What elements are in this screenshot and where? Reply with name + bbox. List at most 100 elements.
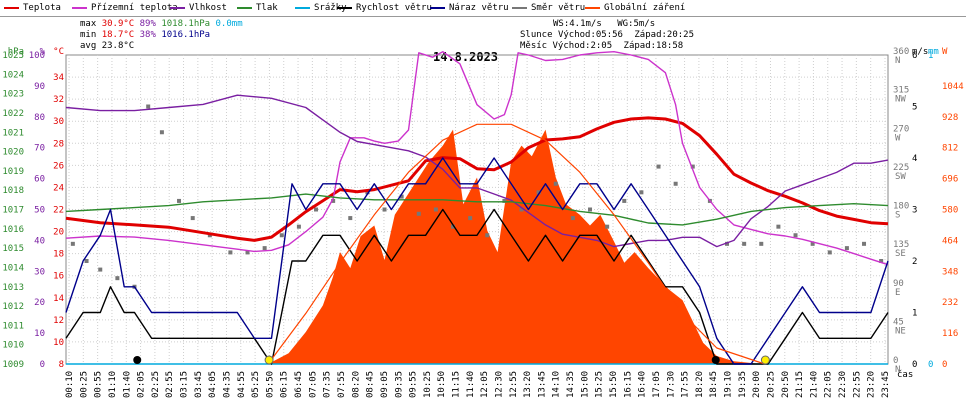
stat-sun-label: Slunce <box>520 30 553 40</box>
x-tick-label: 08:45 <box>366 371 376 398</box>
press-axis-tick: 1015 <box>2 244 24 254</box>
rad-axis-tick: 1044 <box>942 82 964 92</box>
dir-axis-tick: 90 <box>893 279 904 289</box>
legend-label: Přízemní teplota <box>91 3 178 13</box>
legend-swatch <box>4 6 19 9</box>
stat-sun-row: Slunce Východ:05:56 Západ:20:25 <box>520 30 694 40</box>
wind-direction-point <box>416 211 421 216</box>
x-tick-label: 10:25 <box>423 371 433 398</box>
x-tick-label: 23:45 <box>881 371 891 398</box>
stat-max-press: 1018.1hPa <box>161 19 211 29</box>
x-tick-label: 07:05 <box>308 371 318 398</box>
legend-item-rychlost-vetru: Rychlost větru <box>337 3 432 13</box>
x-tick-label: 12:05 <box>480 371 490 398</box>
press-axis-tick: 1018 <box>2 186 24 196</box>
x-tick-label: 22:30 <box>838 371 848 398</box>
wind-direction-point <box>177 198 182 203</box>
wind-direction-point <box>314 207 319 212</box>
wind-direction-point <box>776 224 781 229</box>
wind-direction-point <box>279 233 284 238</box>
legend-item-teplota: Teplota <box>4 3 61 13</box>
press-axis-tick: 1025 <box>2 51 24 61</box>
wind-direction-point <box>519 207 524 212</box>
temp-axis-tick: 8 <box>59 360 64 370</box>
dir-axis-tick-cardinal: NE <box>895 326 906 336</box>
press-axis-tick: 1019 <box>2 167 24 177</box>
legend-label: Vlhkost <box>189 3 227 13</box>
stat-max-hum: 89% <box>139 19 156 29</box>
press-axis-tick: 1024 <box>2 70 24 80</box>
rad-axis-tick: 812 <box>942 144 958 154</box>
wind-direction-point <box>793 233 798 238</box>
x-tick-label: 15:50 <box>609 371 619 398</box>
wind-direction-point <box>827 250 832 255</box>
stat-max-row: max 30.9°C 89% 1018.1hPa 0.0mm <box>80 19 243 29</box>
wind-direction-point <box>639 190 644 195</box>
rad-axis-tick: 116 <box>942 329 958 339</box>
wind-direction-point <box>690 164 695 169</box>
dir-axis-tick-cardinal: S <box>895 211 900 221</box>
series-line-náraz-větru <box>65 157 889 365</box>
wind-direction-point <box>844 246 849 251</box>
x-tick-label: 05:25 <box>251 371 261 398</box>
legend-swatch <box>295 6 310 9</box>
legend-item-globalni-zareni: Globální záření <box>585 3 685 13</box>
press-axis-tick: 1013 <box>2 283 24 293</box>
wind-direction-point <box>759 241 764 246</box>
x-tick-label: 17:05 <box>652 371 662 398</box>
press-axis-tick: 1017 <box>2 206 24 216</box>
wind-direction-point <box>656 164 661 169</box>
hum-axis-tick: 10 <box>34 329 45 339</box>
stat-max-temp: 30.9°C <box>101 19 135 29</box>
x-tick-label: 04:55 <box>237 371 247 398</box>
temp-axis-tick: 28 <box>53 139 64 149</box>
x-tick-label: 03:45 <box>194 371 204 398</box>
dir-axis-tick: 360 <box>893 47 909 57</box>
series-line-vlhkost <box>65 94 889 248</box>
dir-axis-tick-cardinal: E <box>895 288 900 298</box>
wind-direction-point <box>536 190 541 195</box>
wind-direction-point <box>98 267 103 272</box>
stat-avg-row: avg 23.8°C <box>80 41 134 51</box>
x-tick-label: 11:40 <box>466 371 476 398</box>
dir-axis-tick-cardinal: W <box>895 133 901 143</box>
line-series <box>65 51 889 365</box>
temp-axis-tick: 30 <box>53 117 64 127</box>
hum-axis-tick: 100 <box>29 51 45 61</box>
press-axis-tick: 1011 <box>2 321 24 331</box>
legend-swatch <box>237 6 252 9</box>
legend-item-srazky: Srážky <box>295 3 347 13</box>
legend-bar: Teplota Přízemní teplota Vlhkost Tlak Sr… <box>0 0 966 17</box>
temp-axis-tick: 22 <box>53 206 64 216</box>
x-tick-label: 20:25 <box>766 371 776 398</box>
x-tick-label: 19:10 <box>724 371 734 398</box>
x-tick-label: 04:35 <box>222 371 232 398</box>
temp-axis-tick: 12 <box>53 316 64 326</box>
x-tick-label: 22:05 <box>824 371 834 398</box>
temp-axis-tick: 32 <box>53 95 64 105</box>
temp-axis-tick: 24 <box>53 183 64 193</box>
wind-direction-point <box>245 250 250 255</box>
dir-axis-tick-cardinal: N <box>895 56 900 66</box>
wind-direction-point <box>570 216 575 221</box>
wind-direction-point <box>228 250 233 255</box>
press-axis-tick: 1012 <box>2 302 24 312</box>
radiation-series <box>268 129 762 364</box>
x-tick-label: 00:55 <box>94 371 104 398</box>
stat-wg: WG:5m/s <box>617 19 656 29</box>
rad-axis-tick: 464 <box>942 236 958 246</box>
legend-item-tlak: Tlak <box>237 3 278 13</box>
stat-moon-row: Měsíc Východ:2:05 Západ:18:58 <box>520 41 683 51</box>
dir-axis-tick-cardinal: NW <box>895 95 906 105</box>
x-tick-label: 13:20 <box>523 371 533 398</box>
temp-axis-tick: 14 <box>53 294 64 304</box>
x-tick-label: 05:50 <box>265 371 275 398</box>
x-tick-label: 00:10 <box>65 371 75 398</box>
x-tick-label: 13:45 <box>537 371 547 398</box>
hum-axis-tick: 20 <box>34 298 45 308</box>
rad-axis-tick: 348 <box>942 267 958 277</box>
legend-label: Globální záření <box>604 3 686 13</box>
x-tick-label: 07:35 <box>323 371 333 398</box>
wind-axis-tick: 5 <box>912 103 917 113</box>
x-tick-label: 01:40 <box>122 371 132 398</box>
